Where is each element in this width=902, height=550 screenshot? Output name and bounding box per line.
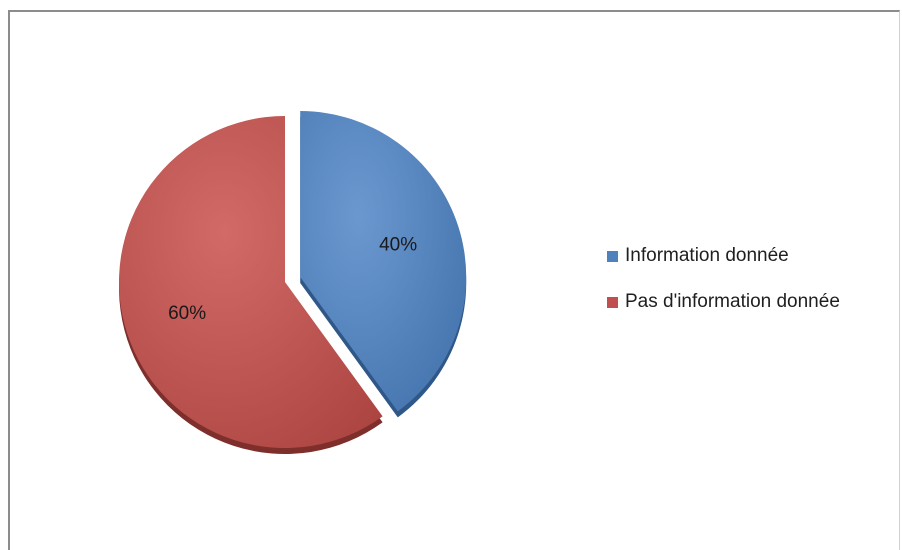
data-label: 40%: [379, 234, 417, 255]
legend-item-information-donnee: Information donnée: [607, 244, 840, 268]
legend-item-pas-information-donnee: Pas d'information donnée: [607, 290, 840, 314]
pie-slice-information-donnee: [300, 111, 467, 412]
data-label: 60%: [168, 303, 206, 324]
legend: Information donnée Pas d'information don…: [607, 244, 840, 336]
legend-swatch-red: [607, 296, 618, 308]
legend-label: Information donnée: [625, 245, 789, 266]
legend-swatch-blue: [607, 250, 618, 262]
pie-slice-pas-information-donnee: [118, 115, 383, 448]
legend-label: Pas d'information donnée: [625, 291, 840, 312]
